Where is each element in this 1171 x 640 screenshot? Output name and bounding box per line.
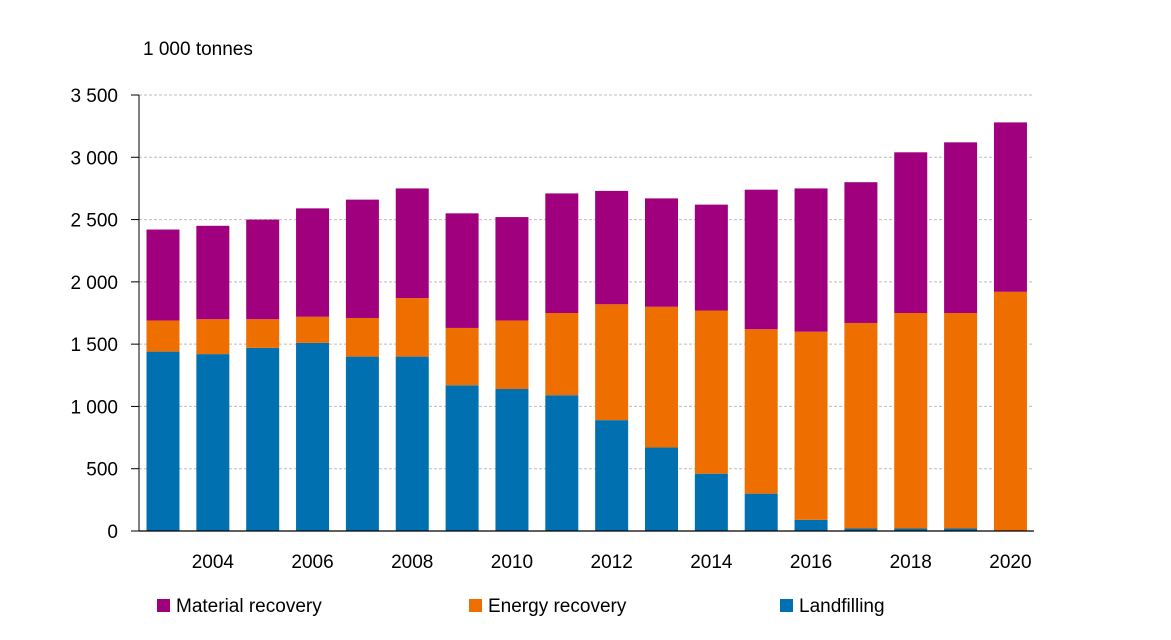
bar-landfilling: [495, 388, 529, 531]
x-tick-label: 2016: [790, 552, 832, 573]
y-tick-label: 1 000: [70, 397, 118, 418]
bar-landfilling: [246, 347, 280, 531]
x-tick-label: 2012: [591, 552, 633, 573]
bar-landfilling: [744, 493, 778, 531]
bar-energy-recovery: [993, 291, 1027, 531]
y-tick-label: 3 500: [70, 86, 118, 107]
bar-energy-recovery: [645, 306, 678, 448]
bar-landfilling: [794, 519, 828, 531]
bar-material-recovery: [146, 229, 180, 321]
bar-material-recovery: [794, 188, 828, 332]
bar-landfilling: [196, 354, 230, 531]
y-tick-label: 0: [107, 522, 118, 543]
bar-material-recovery: [944, 142, 978, 313]
bar-energy-recovery: [395, 298, 429, 357]
bar-landfilling: [146, 351, 180, 531]
bar-material-recovery: [993, 122, 1027, 292]
x-tick-label: 2006: [291, 552, 333, 573]
bar-material-recovery: [645, 198, 678, 307]
bar-energy-recovery: [844, 322, 878, 529]
x-tick-label: 2014: [690, 552, 733, 573]
bar-material-recovery: [744, 189, 778, 330]
legend-item: Energy recovery: [469, 596, 627, 617]
bar-energy-recovery: [246, 319, 280, 348]
legend-label: Energy recovery: [488, 596, 627, 617]
legend-label: Material recovery: [176, 596, 322, 617]
legend-item: Material recovery: [157, 596, 322, 617]
bar-energy-recovery: [445, 327, 479, 386]
legend-item: Landfilling: [780, 596, 885, 617]
bar-material-recovery: [894, 152, 928, 313]
x-tick-label: 2020: [989, 552, 1031, 573]
bar-material-recovery: [345, 199, 379, 318]
bar-landfilling: [445, 385, 479, 531]
legend-swatch: [780, 599, 793, 612]
bar-material-recovery: [844, 182, 878, 323]
y-tick-label: 2 000: [70, 273, 118, 294]
bar-landfilling: [595, 420, 629, 531]
legend: Material recovery Energy recovery Landfill…: [157, 596, 885, 617]
bar-material-recovery: [445, 213, 479, 328]
y-tick-label: 1 500: [70, 335, 118, 356]
y-tick-label: 500: [86, 460, 118, 481]
bar-landfilling: [694, 473, 728, 531]
bars: [146, 122, 1027, 531]
x-tick-label: 2008: [391, 552, 433, 573]
bar-material-recovery: [495, 217, 529, 321]
bar-material-recovery: [246, 219, 280, 320]
legend-swatch: [469, 599, 482, 612]
bar-energy-recovery: [296, 316, 330, 343]
bar-energy-recovery: [794, 331, 828, 520]
bar-material-recovery: [694, 204, 728, 311]
y-tick-label: 3 000: [70, 148, 118, 169]
bar-energy-recovery: [894, 313, 928, 529]
bar-energy-recovery: [545, 313, 579, 396]
x-tick-label: 2004: [192, 552, 235, 573]
bar-landfilling: [545, 395, 579, 531]
axes: 0 500 1 000 1 500 2 000 2 500 3 000 3 500 2004 20…: [70, 86, 1034, 573]
bar-landfilling: [844, 528, 878, 531]
bar-landfilling: [645, 447, 678, 531]
bar-landfilling: [296, 342, 330, 531]
bar-energy-recovery: [744, 329, 778, 494]
legend-label: Landfilling: [799, 596, 885, 617]
bar-energy-recovery: [595, 304, 629, 421]
bar-landfilling: [894, 528, 928, 531]
bar-landfilling: [395, 356, 429, 531]
bar-material-recovery: [545, 193, 579, 313]
gridlines: [139, 94, 1034, 470]
bar-material-recovery: [196, 225, 230, 320]
bar-material-recovery: [395, 188, 429, 299]
bar-material-recovery: [595, 190, 629, 305]
y-tick-label: 2 500: [70, 211, 118, 232]
bar-energy-recovery: [944, 313, 978, 529]
unit-label: 1 000 tonnes: [143, 39, 253, 60]
legend-swatch: [157, 599, 170, 612]
bar-material-recovery: [296, 208, 330, 317]
bar-energy-recovery: [146, 320, 180, 352]
x-tick-label: 2018: [890, 552, 932, 573]
bar-energy-recovery: [196, 319, 230, 355]
bar-landfilling: [944, 528, 978, 531]
bar-energy-recovery: [345, 317, 379, 357]
x-tick-label: 2010: [491, 552, 533, 573]
bar-energy-recovery: [694, 310, 728, 474]
bar-landfilling: [345, 356, 379, 531]
bar-energy-recovery: [495, 320, 529, 389]
